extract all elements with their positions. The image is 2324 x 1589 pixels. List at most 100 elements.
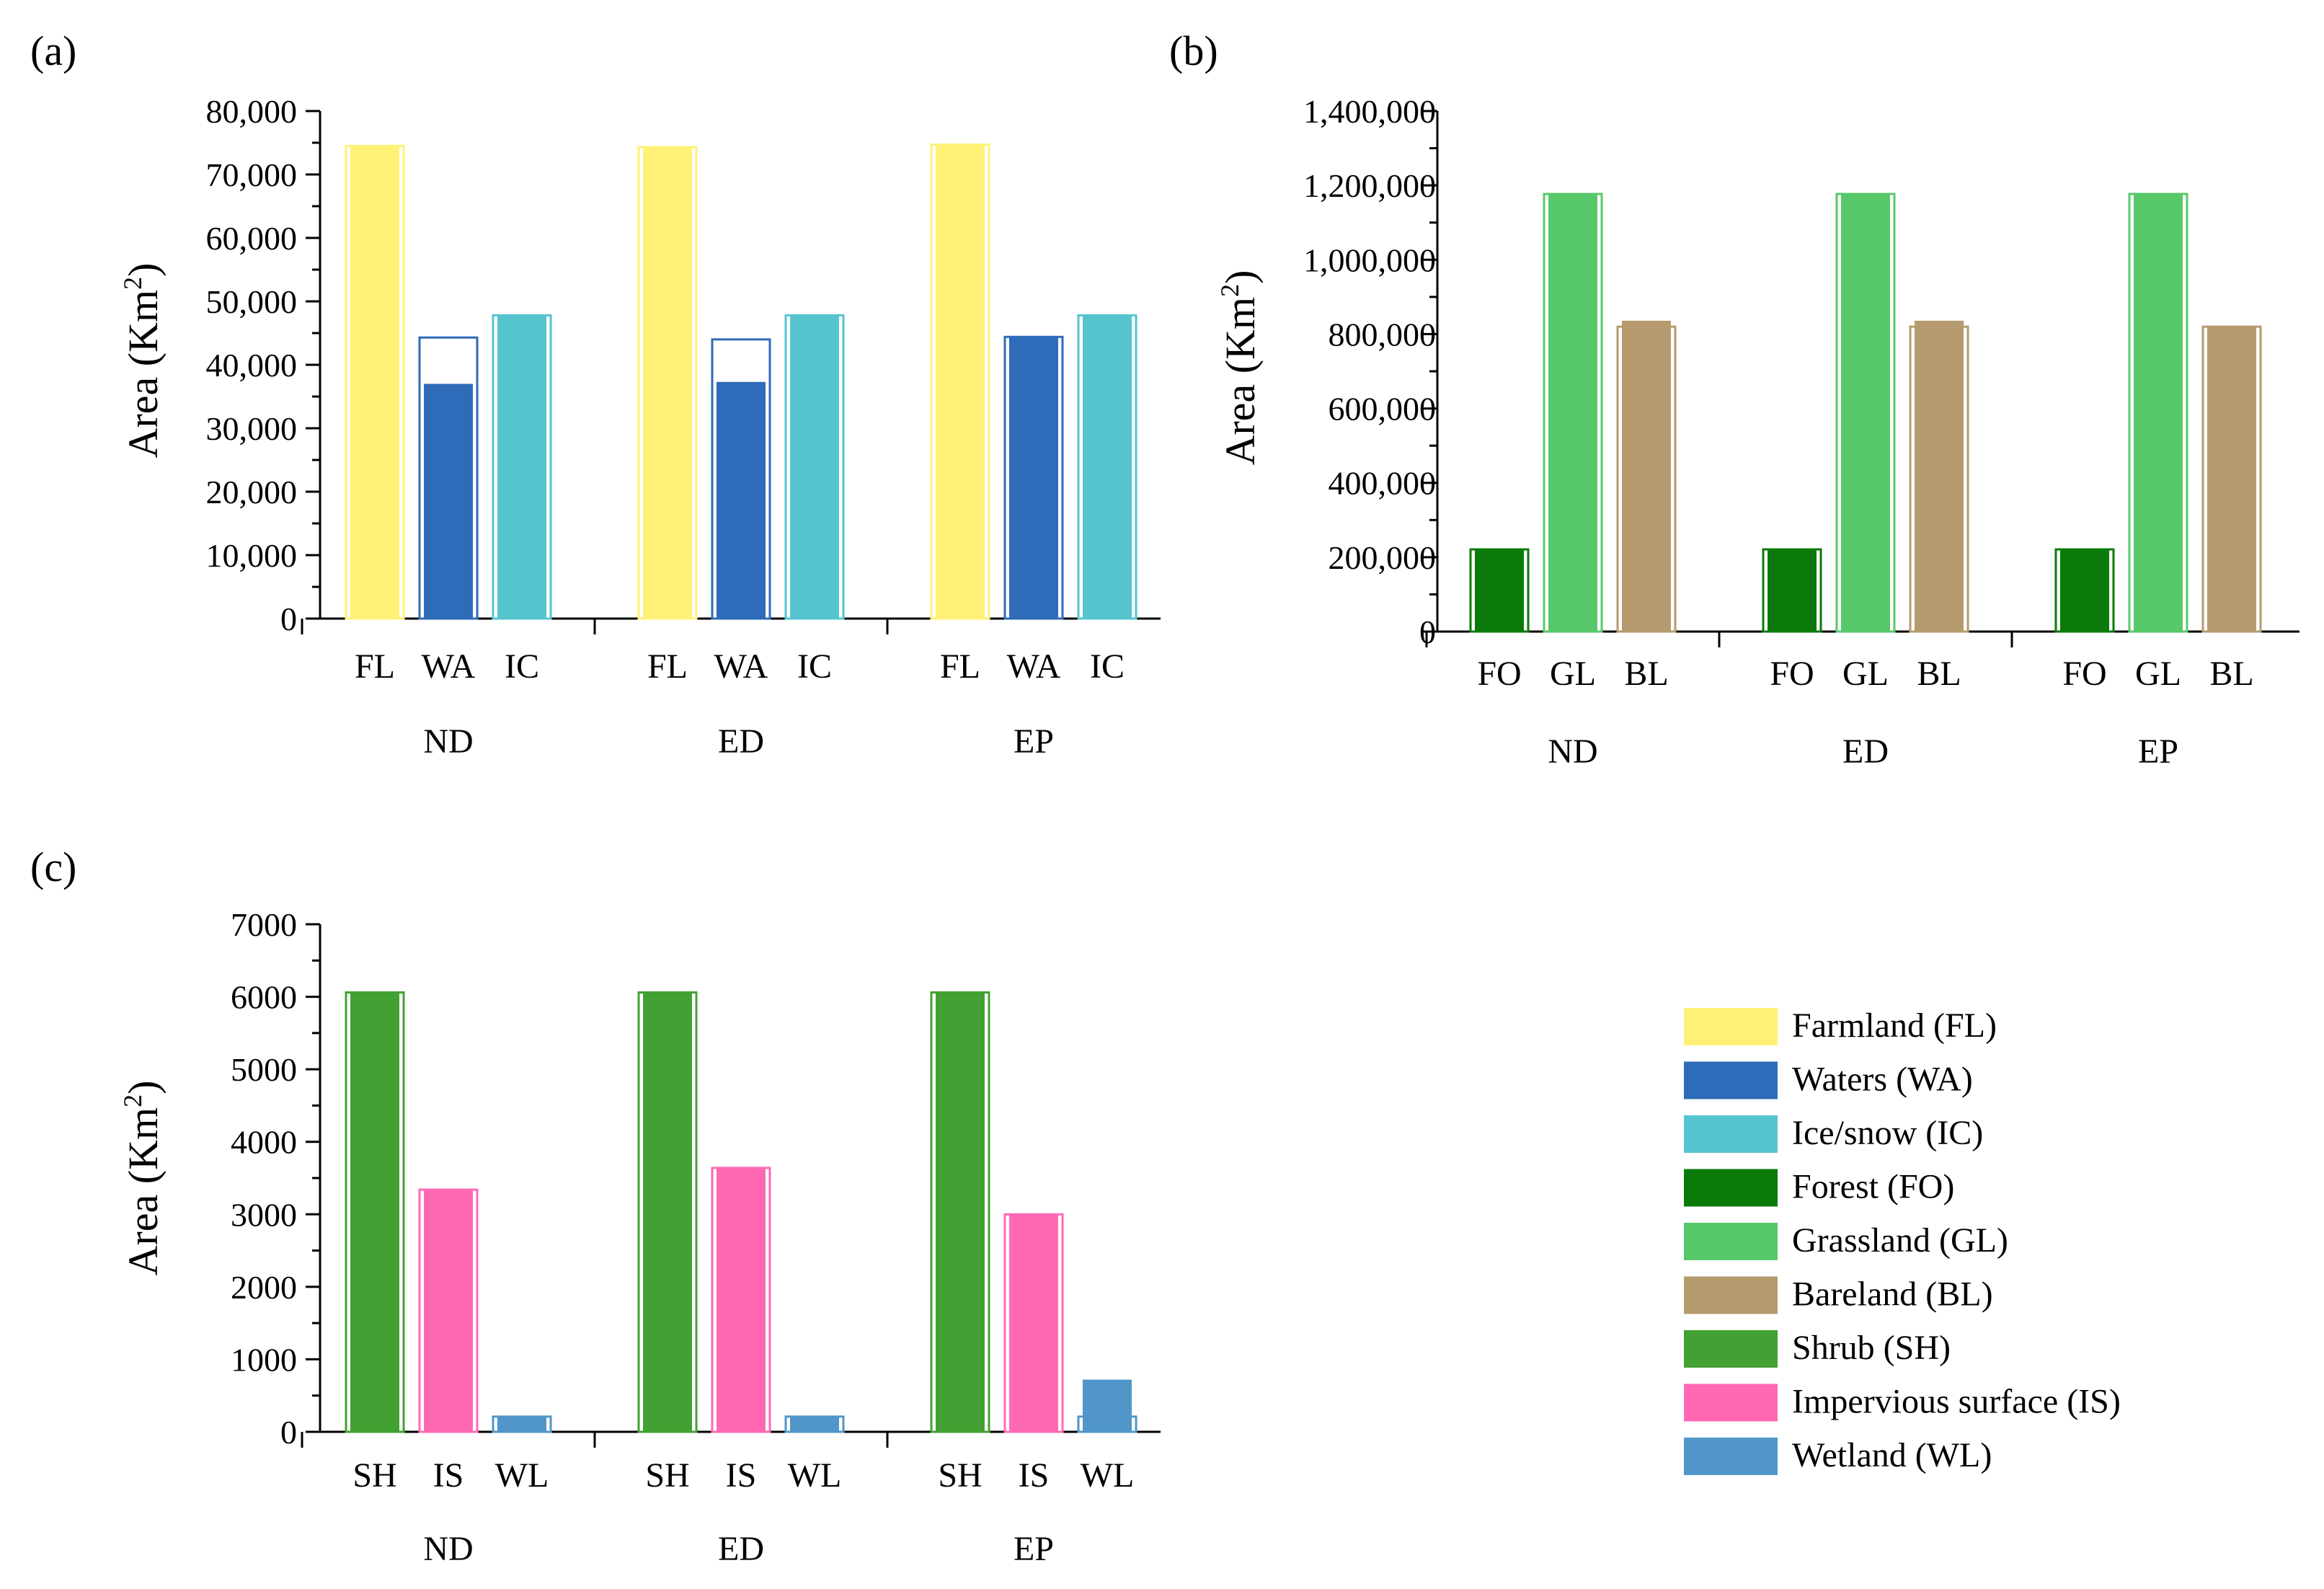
bar-wl-ed bbox=[790, 1416, 839, 1432]
x-category-label: IC bbox=[797, 647, 832, 686]
bar-bl-nd bbox=[1622, 320, 1671, 632]
y-axis-label: Area (Km2) bbox=[118, 1081, 167, 1276]
bar-outline-bl-ed bbox=[1909, 325, 1969, 633]
legend-swatch bbox=[1684, 1276, 1778, 1314]
y-tick-label: 7000 bbox=[231, 906, 297, 943]
bar-outline-fo-ep bbox=[2054, 548, 2115, 633]
bar-fl-nd bbox=[350, 146, 399, 619]
bar-outline-bl-nd bbox=[1616, 325, 1677, 633]
bar-is-nd bbox=[424, 1190, 473, 1432]
x-category-label: WA bbox=[1007, 647, 1061, 686]
bar-outline-sh-ed bbox=[637, 991, 698, 1433]
legend-label: Waters (WA) bbox=[1792, 1061, 1973, 1099]
x-group-label: ND bbox=[1548, 732, 1597, 771]
bar-gl-nd bbox=[1548, 194, 1597, 632]
y-axis-label-sup: 2 bbox=[118, 1094, 147, 1107]
bar-bl-ed bbox=[1915, 320, 1964, 632]
y-tick-label: 3000 bbox=[231, 1196, 297, 1233]
x-category-label: FL bbox=[355, 647, 395, 686]
legend-label: Grassland (GL) bbox=[1792, 1221, 2008, 1260]
bar-wl-ep bbox=[1083, 1379, 1132, 1432]
x-category-label: SH bbox=[938, 1456, 982, 1495]
y-tick-label: 30,000 bbox=[206, 410, 298, 447]
y-tick-label: 200,000 bbox=[1329, 539, 1437, 576]
legend-swatch bbox=[1684, 1008, 1778, 1045]
bar-outline-fl-ep bbox=[930, 143, 990, 620]
y-tick-label: 50,000 bbox=[206, 283, 298, 320]
x-group-label: ND bbox=[423, 722, 473, 761]
bar-outline-ic-ed bbox=[784, 314, 845, 620]
bar-wl-nd bbox=[497, 1416, 546, 1432]
bar-outline-wl-ed bbox=[784, 1415, 845, 1433]
y-tick-label: 800,000 bbox=[1329, 316, 1437, 353]
bar-ic-ep bbox=[1083, 315, 1132, 619]
x-category-label: WL bbox=[788, 1456, 842, 1495]
y-axis-label-sup: 2 bbox=[1215, 284, 1244, 297]
bar-fo-ed bbox=[1768, 549, 1817, 632]
bar-outline-is-nd bbox=[418, 1188, 479, 1433]
chart-panel-a: (a) Area (Km2) 0 10,000 20,000 30,000 40,000 50… bbox=[30, 27, 1161, 761]
bar-outline-wa-ed bbox=[711, 338, 771, 620]
bar-outline-sh-nd bbox=[345, 991, 405, 1433]
y-tick-label: 1000 bbox=[231, 1341, 297, 1378]
bar-is-ep bbox=[1009, 1214, 1058, 1432]
bar-outline-wl-nd bbox=[492, 1415, 552, 1433]
y-tick-label: 1,400,000 bbox=[1303, 93, 1436, 130]
y-tick-label: 2000 bbox=[231, 1269, 297, 1306]
x-category-label: WA bbox=[714, 647, 768, 686]
bar-outline-wa-ep bbox=[1003, 335, 1064, 620]
panel-label: (b) bbox=[1169, 27, 1218, 74]
bar-sh-nd bbox=[350, 992, 399, 1432]
x-category-label: GL bbox=[2135, 655, 2181, 693]
legend-label: Wetland (WL) bbox=[1792, 1436, 1992, 1474]
y-tick-label: 400,000 bbox=[1329, 465, 1437, 502]
y-axis-label-sup: 2 bbox=[118, 277, 147, 290]
y-axis-label-close: ) bbox=[120, 1081, 167, 1094]
bar-outline-sh-ep bbox=[930, 991, 990, 1433]
legend-label: Forest (FO) bbox=[1792, 1168, 1954, 1206]
y-tick-label: 70,000 bbox=[206, 156, 298, 193]
bar-outline-fo-ed bbox=[1762, 548, 1822, 633]
bar-fo-nd bbox=[1475, 549, 1524, 632]
x-category-label: FL bbox=[647, 647, 688, 686]
x-group-label: EP bbox=[2138, 732, 2178, 771]
x-category-label: SH bbox=[352, 1456, 396, 1495]
y-axis-label-text: Area (Km bbox=[120, 290, 167, 459]
bar-ic-ed bbox=[790, 315, 839, 619]
x-category-label: SH bbox=[645, 1456, 689, 1495]
legend-swatch bbox=[1684, 1061, 1778, 1099]
y-tick-label: 4000 bbox=[231, 1124, 297, 1161]
y-tick-label: 40,000 bbox=[206, 347, 298, 384]
bar-bl-ep bbox=[2207, 327, 2256, 632]
x-category-label: FL bbox=[940, 647, 980, 686]
bar-wa-ed bbox=[717, 381, 766, 619]
x-group-label: ND bbox=[423, 1530, 473, 1568]
x-category-label: BL bbox=[1917, 655, 1961, 693]
x-group-label: ED bbox=[718, 1530, 764, 1568]
x-group-label: EP bbox=[1014, 1530, 1054, 1568]
legend-label: Bareland (BL) bbox=[1792, 1275, 1993, 1314]
x-category-label: IC bbox=[1090, 647, 1125, 686]
legend-swatch bbox=[1684, 1169, 1778, 1207]
y-tick-label: 1,200,000 bbox=[1303, 167, 1436, 204]
y-tick-label: 10,000 bbox=[206, 537, 298, 574]
bar-ic-nd bbox=[497, 315, 546, 619]
y-tick-label: 6000 bbox=[231, 979, 297, 1016]
bar-outline-fl-nd bbox=[345, 144, 405, 620]
bar-outline-ic-ep bbox=[1077, 314, 1137, 620]
legend-swatch bbox=[1684, 1384, 1778, 1422]
bar-outline-ic-nd bbox=[492, 314, 552, 620]
bar-outline-fo-nd bbox=[1469, 548, 1530, 633]
bar-outline-gl-ep bbox=[2128, 192, 2188, 633]
bar-is-ed bbox=[717, 1167, 766, 1432]
y-tick-label: 600,000 bbox=[1329, 391, 1437, 428]
legend-label: Shrub (SH) bbox=[1792, 1329, 1951, 1367]
bar-gl-ed bbox=[1841, 194, 1890, 632]
y-tick-label: 20,000 bbox=[206, 474, 298, 510]
x-category-label: IC bbox=[505, 647, 539, 686]
x-group-label: EP bbox=[1014, 722, 1054, 761]
x-category-label: IS bbox=[433, 1456, 464, 1495]
panel-label: (c) bbox=[30, 844, 76, 890]
bar-outline-wl-ep bbox=[1077, 1415, 1137, 1433]
